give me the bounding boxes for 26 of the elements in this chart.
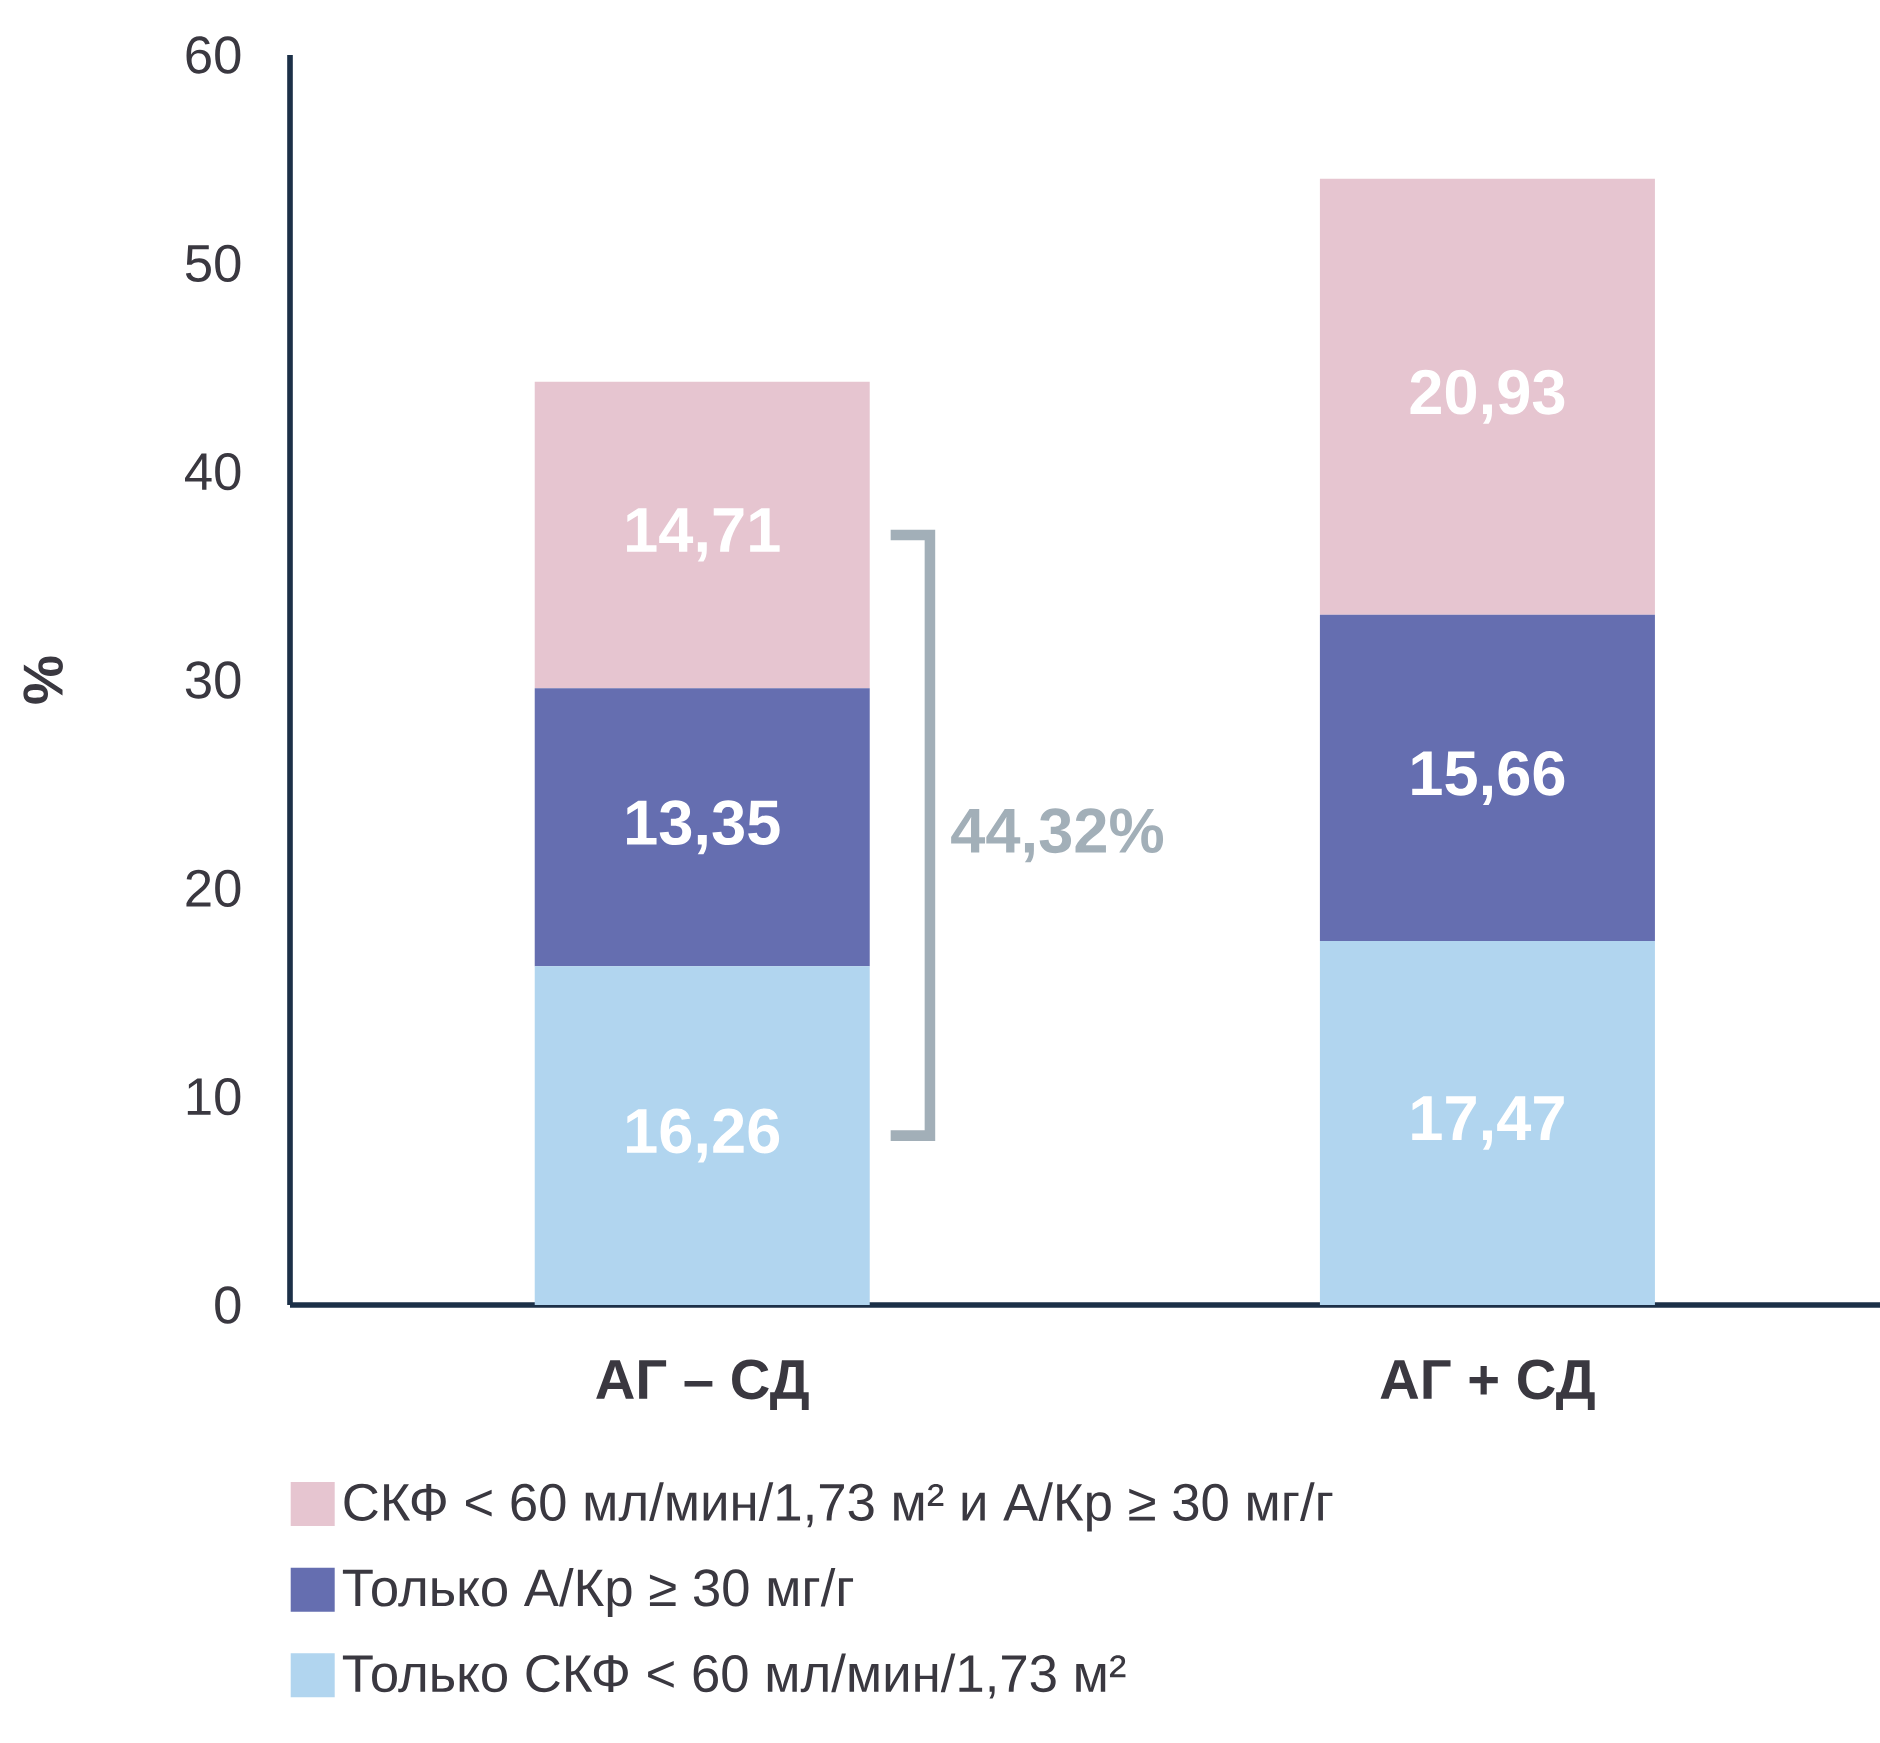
y-tick-label: 10 <box>187 1078 241 1116</box>
data-label: 13,35 <box>627 800 780 855</box>
bar <box>1319 178 1655 615</box>
legend-label: Только СКФ < 60 мл/мин/1,73 м² <box>342 1653 1126 1699</box>
bar <box>534 966 870 1305</box>
data-label: 20,93 <box>1410 369 1565 424</box>
x-tick-label: АГ – СД <box>596 1359 809 1411</box>
legend-label: СКФ < 60 мл/мин/1,73 м² и А/Кр ≥ 30 мг/г <box>344 1482 1333 1532</box>
y-axis-title: % <box>23 656 63 704</box>
data-label: 17,47 <box>1412 1096 1564 1150</box>
bar <box>534 688 870 967</box>
y-tick-label: 0 <box>215 1286 241 1324</box>
x-tick-label: АГ + СД <box>1380 1359 1595 1411</box>
bar <box>1319 614 1655 942</box>
y-tick-label: 40 <box>185 453 241 491</box>
y-tick-label: 60 <box>186 36 241 74</box>
bar <box>534 381 870 689</box>
data-label: 16,26 <box>627 1108 780 1163</box>
annotation: 44,32% <box>951 808 1164 863</box>
y-tick-label: 30 <box>185 661 241 699</box>
bar <box>1319 941 1655 1305</box>
data-label: 14,71 <box>627 508 780 562</box>
data-label: 15,66 <box>1412 750 1565 805</box>
y-tick-label: 20 <box>186 869 241 907</box>
y-tick-label: 50 <box>185 244 241 282</box>
legend-label: Только А/Кр ≥ 30 мг/г <box>342 1567 854 1618</box>
